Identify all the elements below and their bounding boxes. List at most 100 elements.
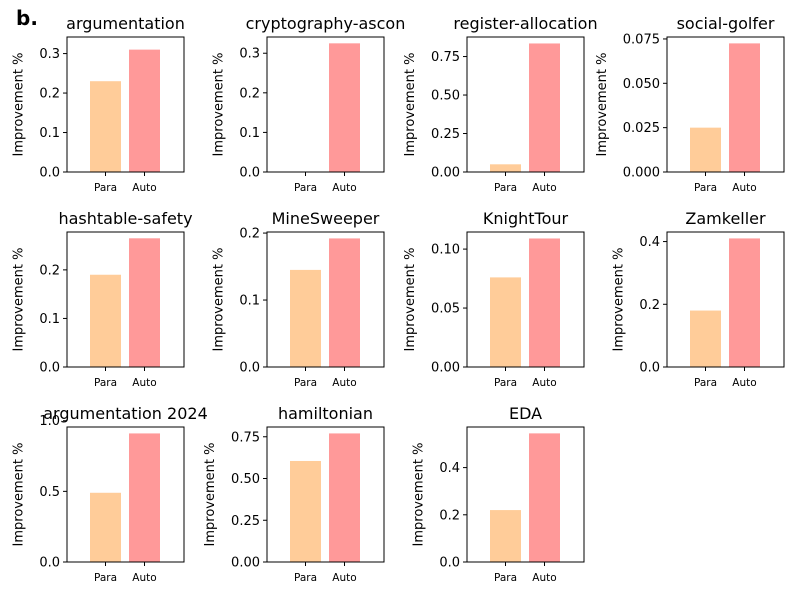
x-tick-label: Para [94,572,117,584]
y-tick-label: 0.4 [639,235,660,250]
y-tick-label: 0.025 [623,121,660,136]
x-tick-label: Auto [132,377,156,389]
y-tick-label: 0.10 [431,243,460,258]
bar-auto [129,238,160,367]
subplot-10: 0.00 0.25 0.50 0.75 Para Auto hamiltonian Impro… [203,404,385,584]
axes-frame [66,426,185,563]
bar-auto [329,433,360,562]
y-tick-label: 0.1 [39,312,60,327]
bar-auto [529,238,560,367]
bar-para [490,510,521,562]
subplot-2: 0.0 0.1 0.2 0.3 Para Auto cryptography-ascon Im… [211,14,405,194]
bar-para [90,81,121,172]
y-tick-label: 0.4 [439,461,460,476]
y-axis-label: Improvement % [203,443,218,547]
x-tick-label: Auto [332,182,356,194]
bar-auto [529,43,560,172]
y-tick-label: 0.0 [39,166,60,181]
y-axis-label: Improvement % [411,443,426,547]
x-tick-label: Para [494,182,517,194]
x-tick-label: Auto [132,572,156,584]
y-tick-label: 0.25 [431,127,460,142]
x-tick-label: Auto [732,182,756,194]
x-tick-label: Para [294,182,317,194]
y-axis-label: Improvement % [211,248,226,352]
axes-frame [66,36,185,173]
y-tick-label: 1.0 [39,414,60,429]
axes-frame [466,36,585,173]
y-axis-label: Improvement % [403,53,418,157]
y-tick-label: 0.05 [431,302,460,317]
axes-frame [666,231,785,368]
subplot-title: MineSweeper [272,209,380,228]
x-tick-label: Para [694,182,717,194]
x-tick-label: Para [494,377,517,389]
subplot-4: 0.000 0.025 0.050 0.075 Para Auto social-golfe… [595,14,785,194]
bar-auto [129,49,160,173]
subplot-title: hamiltonian [278,404,373,423]
y-tick-label: 0.2 [439,508,460,523]
y-axis-label: Improvement % [611,248,626,352]
y-tick-label: 0.2 [239,227,260,242]
bar-para [690,127,721,172]
bar-auto [729,238,760,367]
y-tick-label: 0.000 [623,166,660,181]
x-tick-label: Auto [332,377,356,389]
x-tick-label: Auto [532,377,556,389]
subplot-5: 0.0 0.1 0.2 Para Auto hashtable-safety Improve… [11,209,192,389]
y-tick-label: 0.2 [39,87,60,102]
subplot-1: 0.0 0.1 0.2 0.3 Para Auto argumentation Improve… [11,14,184,194]
axes-frame [266,426,385,563]
y-tick-label: 0.0 [439,556,460,571]
y-axis-label: Improvement % [11,53,26,157]
x-tick-label: Para [94,377,117,389]
y-tick-label: 0.1 [239,294,260,309]
y-axis-label: Improvement % [11,248,26,352]
y-tick-label: 0.1 [239,126,260,141]
axes-frame [266,36,385,173]
y-tick-label: 0.00 [231,556,260,571]
subplot-8: 0.0 0.2 0.4 Para Auto Zamkeller Improvement % [611,209,785,389]
y-tick-label: 0.25 [231,514,260,529]
axes-frame [66,231,185,368]
y-tick-label: 0.1 [39,126,60,141]
y-tick-label: 0.00 [431,166,460,181]
y-axis-label: Improvement % [595,53,610,157]
y-tick-label: 0.50 [231,472,260,487]
bar-para [490,277,521,367]
subplot-title: social-golfer [677,14,775,33]
bar-para [690,310,721,367]
x-tick-label: Para [294,377,317,389]
subplot-title: Zamkeller [685,209,766,228]
subplot-title: argumentation 2024 [43,404,208,423]
bar-para [290,460,321,562]
subplot-7: 0.00 0.05 0.10 Para Auto KnightTour Improvemen… [403,209,585,389]
y-tick-label: 0.5 [39,485,60,500]
x-tick-label: Para [694,377,717,389]
x-tick-label: Auto [132,182,156,194]
subplot-9: 0.0 0.5 1.0 Para Auto argumentation 2024 Impro… [11,404,207,584]
bar-para [90,492,121,562]
axes-frame [266,231,385,368]
bar-auto [129,433,160,562]
x-tick-label: Para [494,572,517,584]
axes-frame [666,36,785,173]
y-tick-label: 0.0 [239,166,260,181]
panel-label: b. [16,6,38,30]
y-tick-label: 0.2 [639,298,660,313]
x-tick-label: Auto [332,572,356,584]
bar-auto [529,433,560,562]
y-tick-label: 0.00 [431,361,460,376]
y-tick-label: 0.50 [431,89,460,104]
y-tick-label: 0.75 [231,430,260,445]
bar-auto [729,43,760,172]
y-tick-label: 0.0 [39,556,60,571]
y-tick-label: 0.2 [39,263,60,278]
y-axis-label: Improvement % [211,53,226,157]
subplot-title: argumentation [66,14,185,33]
bar-para [490,164,521,172]
y-tick-label: 0.050 [623,77,660,92]
subplot-title: EDA [509,404,542,423]
bar-auto [329,238,360,367]
